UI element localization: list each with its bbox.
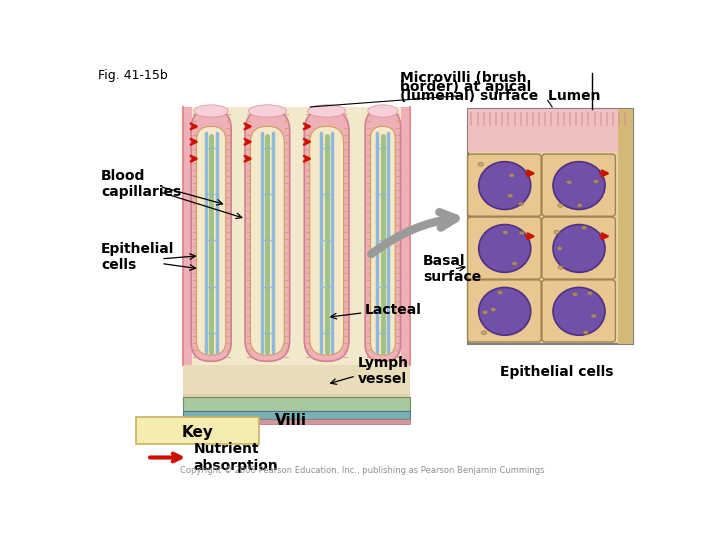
FancyBboxPatch shape <box>467 280 541 342</box>
Ellipse shape <box>518 202 523 206</box>
FancyBboxPatch shape <box>542 217 616 279</box>
FancyBboxPatch shape <box>467 154 541 216</box>
Text: Epithelial cells: Epithelial cells <box>500 365 613 379</box>
Text: Lymph
vessel: Lymph vessel <box>357 356 408 386</box>
Ellipse shape <box>479 287 531 335</box>
Ellipse shape <box>553 225 605 272</box>
Ellipse shape <box>593 180 599 184</box>
Ellipse shape <box>512 261 517 266</box>
FancyBboxPatch shape <box>191 110 231 361</box>
Ellipse shape <box>478 163 484 166</box>
FancyBboxPatch shape <box>183 107 192 365</box>
FancyBboxPatch shape <box>183 354 410 396</box>
FancyBboxPatch shape <box>467 217 541 279</box>
Ellipse shape <box>307 105 346 117</box>
Ellipse shape <box>567 180 572 184</box>
Ellipse shape <box>526 234 531 238</box>
Ellipse shape <box>509 173 515 177</box>
Ellipse shape <box>583 330 588 334</box>
Text: Copyright © 2008 Pearson Education, Inc., publishing as Pearson Benjamin Cumming: Copyright © 2008 Pearson Education, Inc.… <box>180 466 545 475</box>
Ellipse shape <box>481 331 487 335</box>
FancyBboxPatch shape <box>197 126 226 355</box>
Ellipse shape <box>368 105 398 117</box>
Ellipse shape <box>591 314 596 318</box>
Text: Villi: Villi <box>274 413 307 428</box>
FancyBboxPatch shape <box>183 397 410 411</box>
Ellipse shape <box>577 204 582 207</box>
Text: Lacteal: Lacteal <box>365 302 422 316</box>
Text: Nutrient
absorption: Nutrient absorption <box>194 442 278 472</box>
Text: (lumenal) surface  Lumen: (lumenal) surface Lumen <box>400 90 600 104</box>
FancyBboxPatch shape <box>365 110 400 361</box>
Ellipse shape <box>479 225 531 272</box>
FancyBboxPatch shape <box>310 126 343 355</box>
Ellipse shape <box>479 161 531 210</box>
FancyBboxPatch shape <box>618 110 633 345</box>
Ellipse shape <box>508 194 513 198</box>
Ellipse shape <box>482 310 487 314</box>
Ellipse shape <box>248 105 287 117</box>
Ellipse shape <box>553 161 605 210</box>
Ellipse shape <box>554 230 559 234</box>
Text: Blood
capillaries: Blood capillaries <box>101 169 181 199</box>
FancyBboxPatch shape <box>467 110 633 345</box>
FancyBboxPatch shape <box>183 394 410 403</box>
Text: Key: Key <box>181 424 213 440</box>
FancyBboxPatch shape <box>542 154 616 216</box>
FancyBboxPatch shape <box>542 280 616 342</box>
Ellipse shape <box>490 308 496 312</box>
Text: border) at apical: border) at apical <box>400 80 531 94</box>
FancyBboxPatch shape <box>137 417 259 444</box>
Ellipse shape <box>557 246 562 251</box>
Ellipse shape <box>503 231 508 234</box>
Ellipse shape <box>582 226 587 230</box>
Text: Basal
surface: Basal surface <box>423 254 481 284</box>
FancyBboxPatch shape <box>371 126 395 355</box>
FancyBboxPatch shape <box>400 107 410 365</box>
FancyBboxPatch shape <box>467 110 633 152</box>
FancyBboxPatch shape <box>183 411 410 419</box>
Ellipse shape <box>498 291 503 294</box>
Text: Microvilli (brush: Microvilli (brush <box>400 71 526 85</box>
FancyBboxPatch shape <box>251 126 284 355</box>
FancyBboxPatch shape <box>183 419 410 424</box>
Text: Fig. 41-15b: Fig. 41-15b <box>98 70 168 83</box>
FancyBboxPatch shape <box>183 107 410 365</box>
Text: Epithelial
cells: Epithelial cells <box>101 242 174 272</box>
FancyBboxPatch shape <box>305 110 349 361</box>
Ellipse shape <box>558 204 563 207</box>
Ellipse shape <box>558 265 563 269</box>
Ellipse shape <box>553 287 605 335</box>
Ellipse shape <box>519 231 524 235</box>
Ellipse shape <box>572 292 577 296</box>
FancyBboxPatch shape <box>245 110 289 361</box>
Ellipse shape <box>588 291 593 295</box>
Ellipse shape <box>194 105 228 117</box>
